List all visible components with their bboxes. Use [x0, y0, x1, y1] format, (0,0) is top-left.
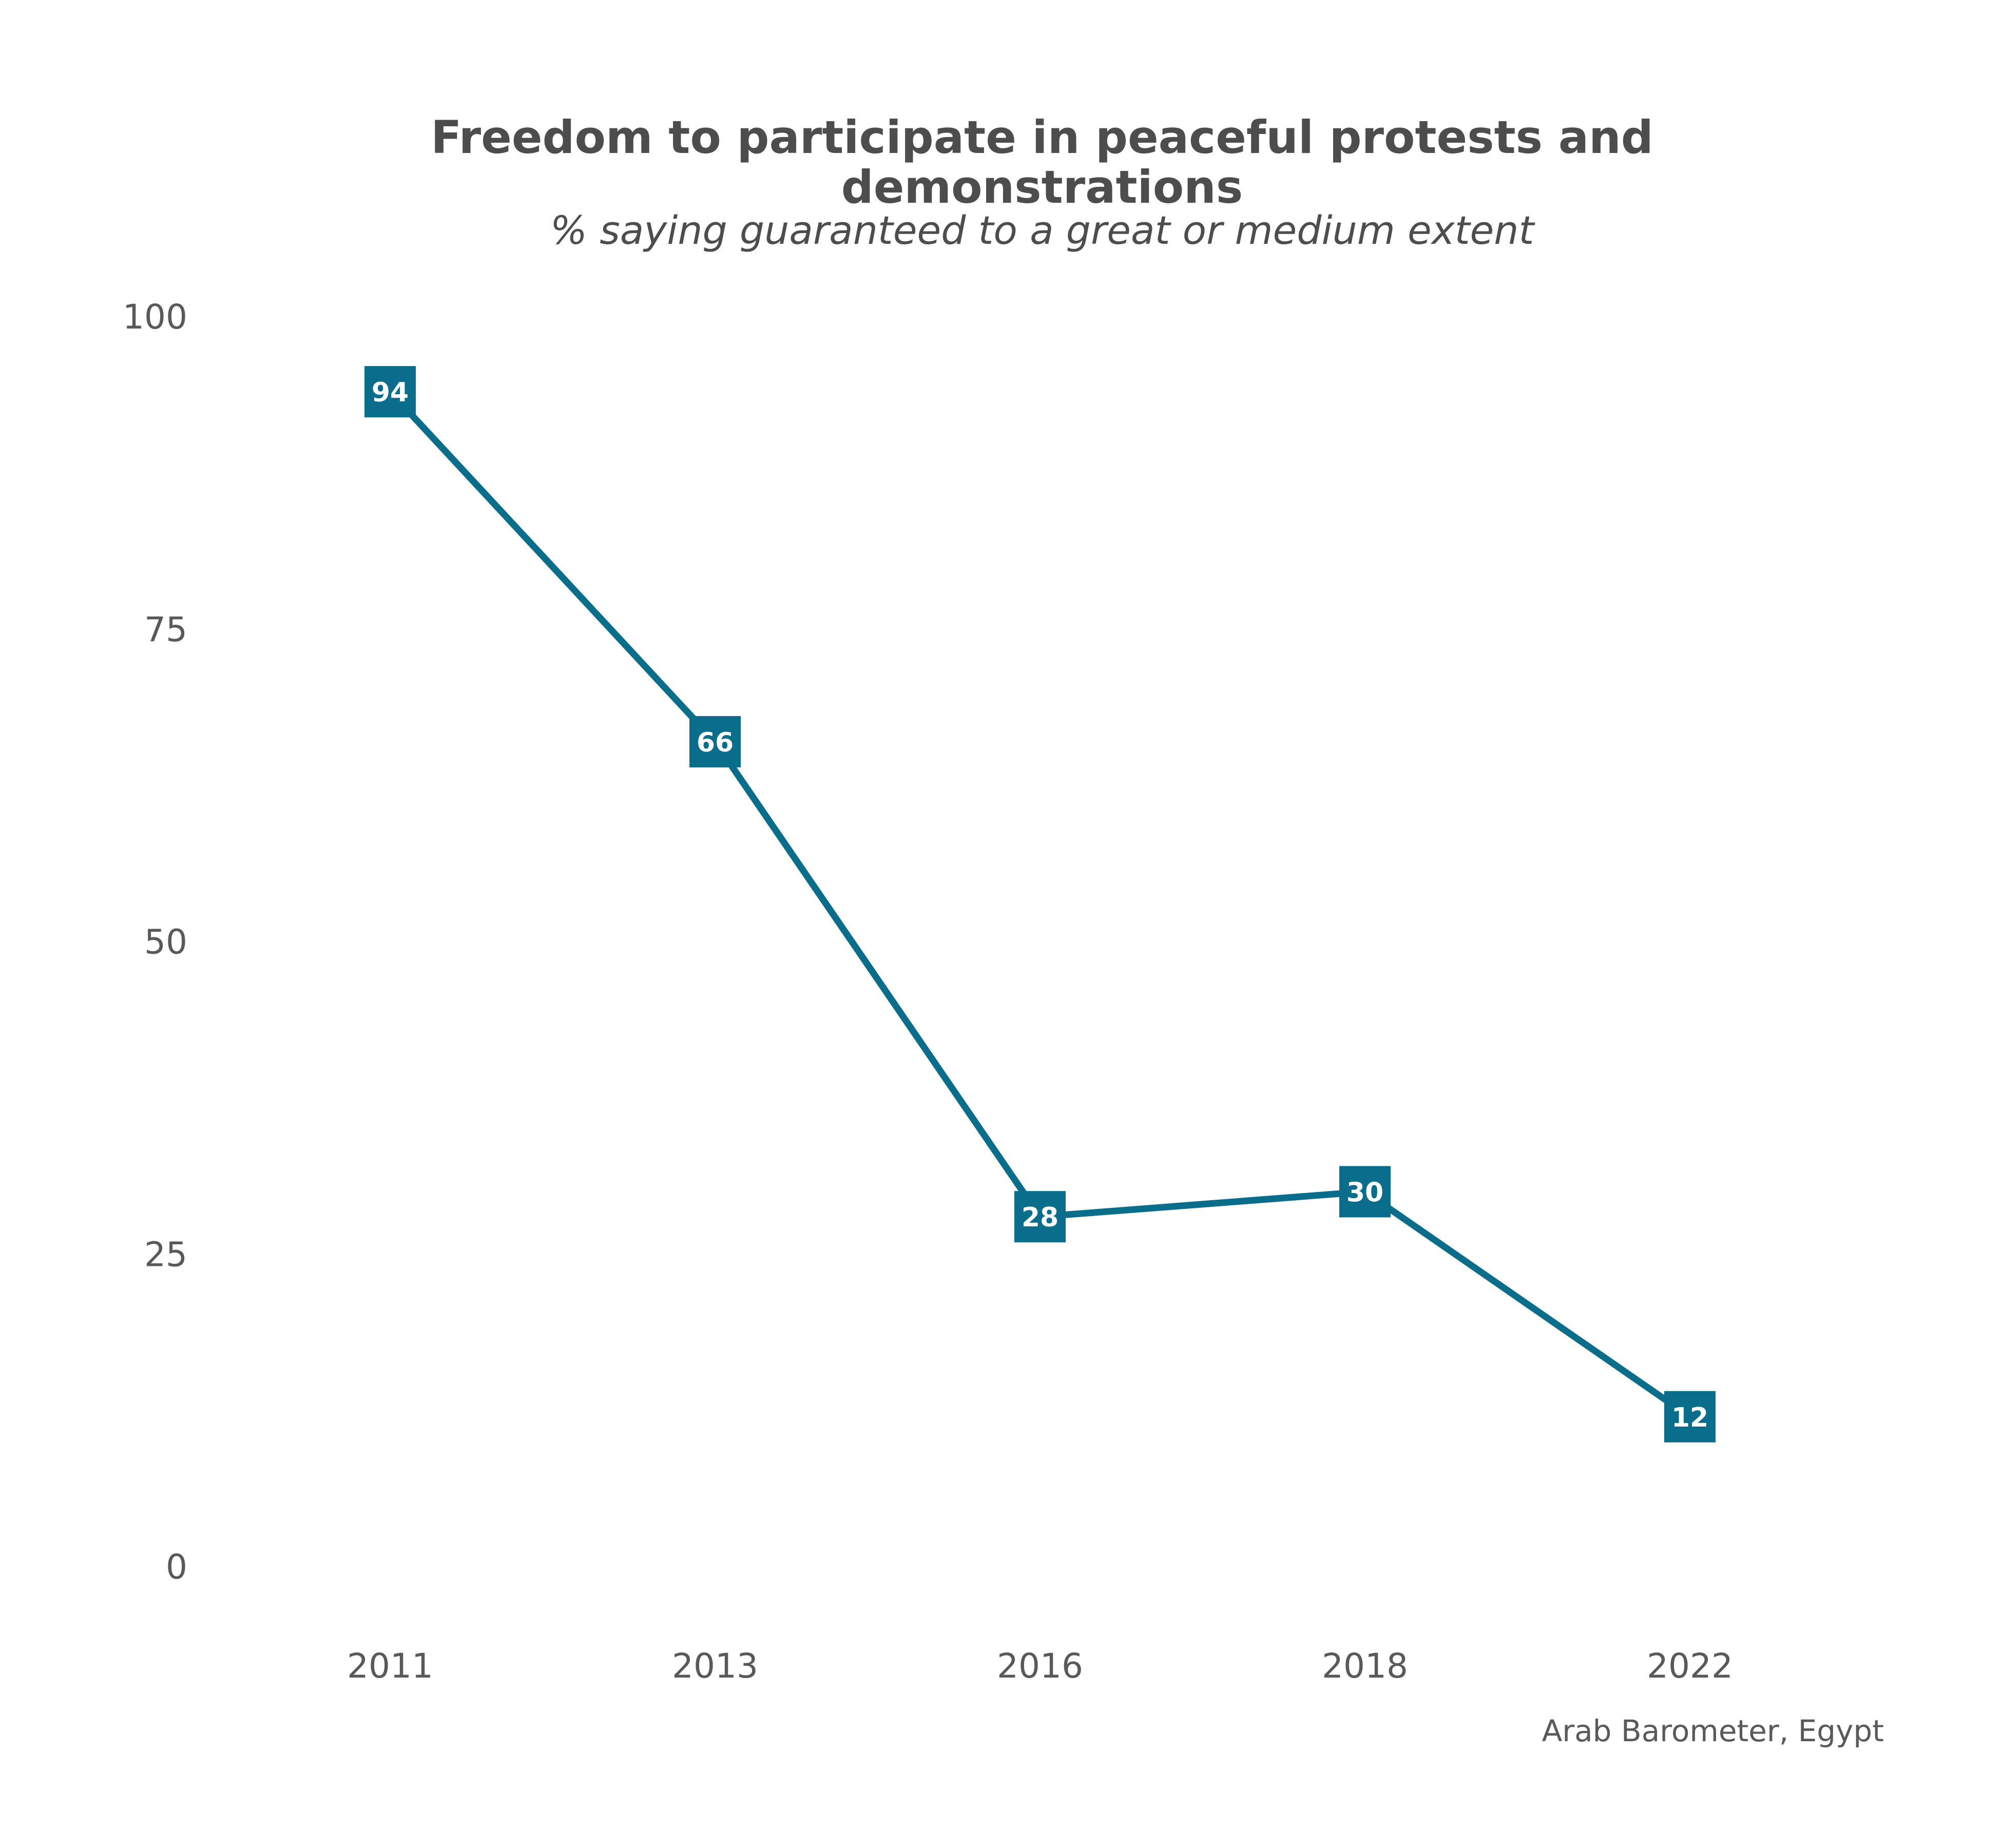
y-tick-label: 25 — [144, 1235, 187, 1274]
chart-title-line-2: demonstrations — [841, 161, 1243, 214]
data-markers: 94 66 28 30 12 — [364, 366, 1716, 1442]
x-tick-label: 2016 — [997, 1646, 1083, 1686]
y-tick-label: 75 — [144, 610, 187, 649]
chart-title-line-1: Freedom to participate in peaceful prote… — [431, 111, 1653, 164]
data-label: 12 — [1671, 1402, 1708, 1433]
data-point-marker — [1339, 1166, 1391, 1218]
y-tick-label: 50 — [144, 922, 187, 962]
x-tick-label: 2011 — [347, 1646, 433, 1686]
data-point-marker — [364, 366, 416, 418]
x-tick-label: 2022 — [1647, 1646, 1733, 1686]
x-tick-label: 2013 — [672, 1646, 758, 1686]
data-point-marker — [1014, 1191, 1066, 1243]
chart-caption: Arab Barometer, Egypt — [1542, 1714, 1884, 1748]
x-tick-label: 2018 — [1322, 1646, 1408, 1686]
series-line — [387, 388, 1693, 1420]
y-tick-label: 0 — [166, 1547, 187, 1587]
y-tick-label: 100 — [123, 297, 187, 337]
y-axis: 0 25 50 75 100 — [123, 297, 187, 1587]
data-point-marker — [689, 716, 741, 767]
data-label: 66 — [697, 727, 734, 758]
data-point-marker — [1664, 1391, 1716, 1442]
data-label: 94 — [372, 377, 409, 408]
data-label: 28 — [1022, 1202, 1058, 1233]
chart-subtitle: % saying guaranteed to a great or medium… — [550, 207, 1536, 253]
data-label: 30 — [1346, 1178, 1383, 1208]
x-axis: 2011 2013 2016 2018 2022 — [347, 1646, 1733, 1686]
series-line-group — [387, 388, 1693, 1420]
